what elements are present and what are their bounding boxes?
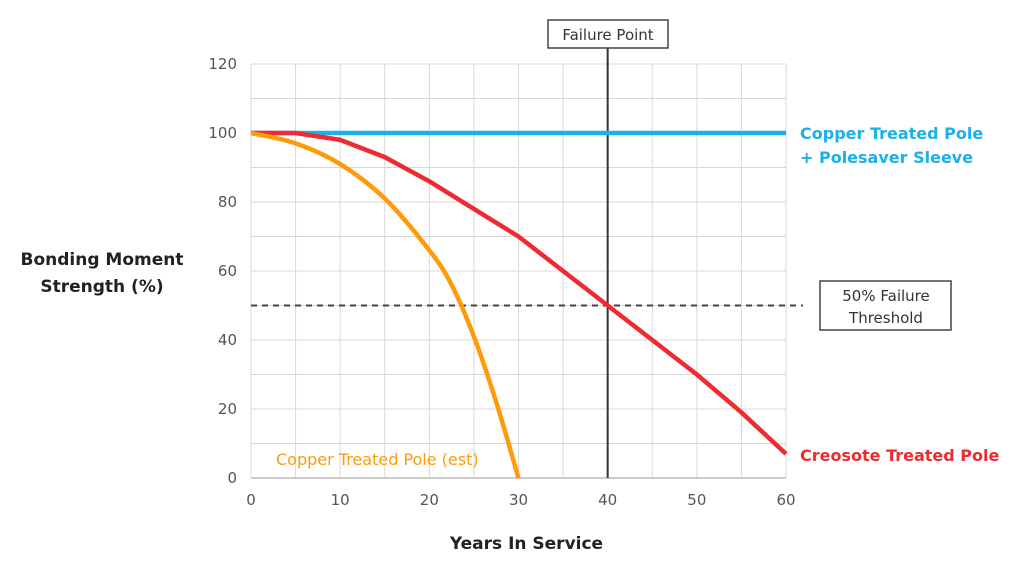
y-tick-label: 100 [208,124,237,142]
x-tick-label: 10 [331,491,350,509]
labels: Years In Service Bonding Moment Strength (… [21,124,1000,554]
series-label-polesaver: Copper Treated Pole [800,124,983,143]
threshold-label: 50% Failure [842,287,929,305]
ticks: 0 10 20 30 40 50 60 0 20 40 60 80 100 120 [208,55,795,509]
series-label-creosote: Creosote Treated Pole [800,446,999,465]
failure-point-label: Failure Point [562,26,653,44]
y-tick-label: 120 [208,55,237,73]
threshold-label: Threshold [848,309,923,327]
x-tick-label: 40 [598,491,617,509]
series-line-2 [250,130,521,479]
y-tick-label: 40 [218,331,237,349]
y-tick-label: 0 [227,469,237,487]
threshold-box [819,280,952,331]
y-tick-label: 80 [218,193,237,211]
x-tick-label: 30 [509,491,528,509]
grid [250,63,787,479]
series-line-1 [251,130,788,456]
series-label-copper: Copper Treated Pole (est) [276,450,479,469]
series-lines [250,130,788,479]
x-tick-label: 20 [420,491,439,509]
series-label-polesaver: + Polesaver Sleeve [800,148,973,167]
x-tick-label: 50 [687,491,706,509]
reference-lines: Failure Point 50% Failure Threshold [251,19,952,478]
y-tick-label: 20 [218,400,237,418]
y-axis-title: Bonding Moment [21,250,184,270]
y-tick-label: 60 [218,262,237,280]
y-axis-title: Strength (%) [40,277,163,297]
failure-point-box [547,19,669,49]
x-tick-label: 0 [246,491,256,509]
x-tick-label: 60 [776,491,795,509]
x-axis-title: Years In Service [449,534,603,554]
